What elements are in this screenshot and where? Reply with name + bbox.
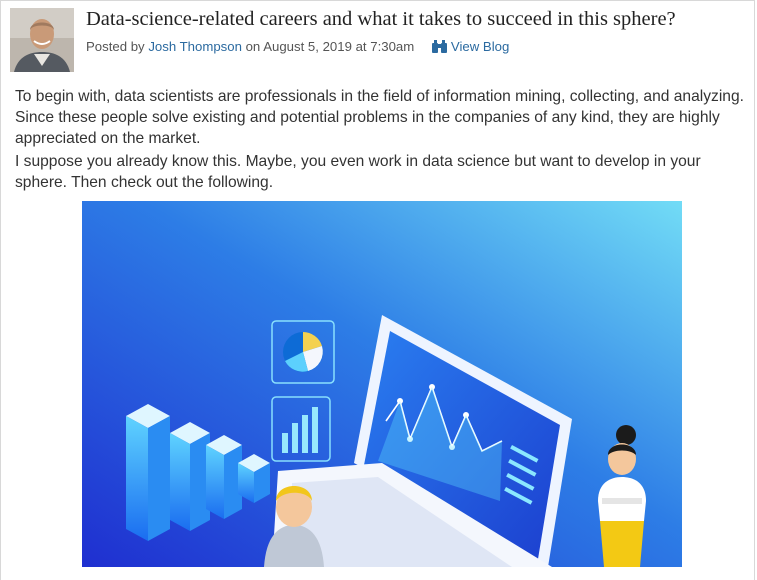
- laptop-illustration: [272, 315, 572, 567]
- author-avatar[interactable]: [10, 8, 74, 72]
- body-paragraph-2: I suppose you already know this. Maybe, …: [15, 153, 701, 191]
- view-blog-link[interactable]: View Blog: [431, 39, 510, 54]
- pie-chart-panel: [271, 320, 335, 384]
- binoculars-icon: [431, 40, 447, 53]
- person-boy-illustration: [264, 486, 324, 567]
- view-blog-label: View Blog: [450, 39, 510, 54]
- mini-bar-panel: [271, 396, 331, 462]
- post-title[interactable]: Data-science-related careers and what it…: [86, 8, 676, 30]
- author-link[interactable]: Josh Thompson: [148, 39, 242, 54]
- person-woman-illustration: [598, 425, 646, 567]
- post-date: on August 5, 2019 at 7:30am: [245, 39, 415, 54]
- bar-blocks-decoration: [126, 404, 270, 541]
- data-science-illustration: [82, 201, 682, 567]
- posted-by-label: Posted by: [86, 39, 145, 54]
- avatar-photo: [10, 8, 74, 72]
- hero-illustration: [82, 201, 682, 567]
- body-paragraph-1: To begin with, data scientists are profe…: [15, 88, 744, 147]
- post-meta: Posted by Josh Thompson on August 5, 201…: [86, 39, 509, 54]
